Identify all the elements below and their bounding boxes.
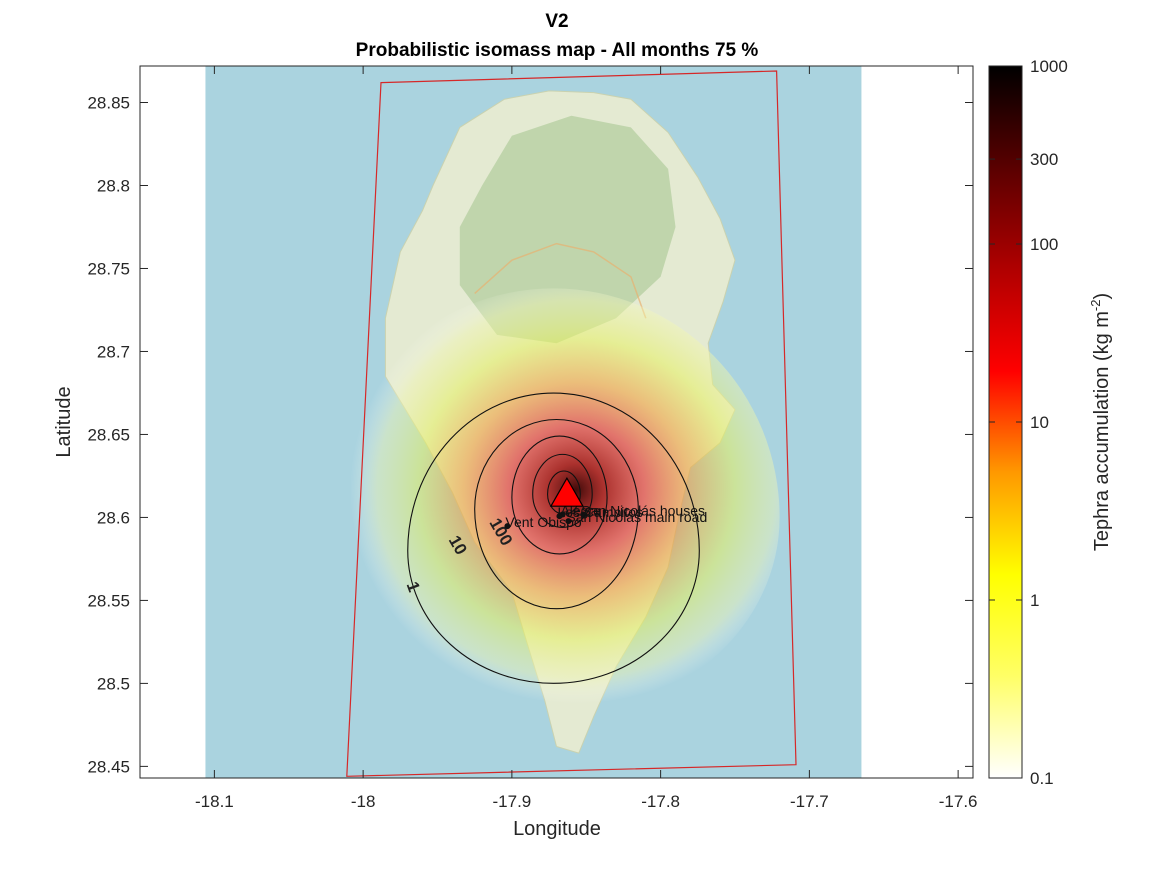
colorbar-label-superscript: -2 xyxy=(1088,300,1103,312)
contour-line-2 xyxy=(511,435,608,555)
y-tick-label-1: 28.5 xyxy=(97,674,130,693)
site-label-2: San Nicolás houses xyxy=(581,502,705,518)
x-tick-label-1: -18 xyxy=(351,792,376,811)
colorbar-tick-label-3: 100 xyxy=(1030,235,1058,254)
colorbar-tick-label-0: 0.1 xyxy=(1030,769,1054,788)
colorbar-label: Tephra accumulation (kg m-2) xyxy=(1088,293,1113,551)
contour-line-1 xyxy=(474,418,639,610)
y-tick-label-0: 28.45 xyxy=(87,757,130,776)
chart-title: V2 xyxy=(545,11,568,32)
y-tick-label-3: 28.6 xyxy=(97,508,130,527)
caldera-ridge xyxy=(474,242,647,319)
x-tick-label-3: -17.8 xyxy=(641,792,680,811)
y-axis-label: Latitude xyxy=(53,386,75,457)
isomass-contours: 110 100 xyxy=(403,392,700,684)
site-marker-1 xyxy=(556,513,563,520)
colorbar-tick-label-2: 10 xyxy=(1030,413,1049,432)
vent-marker[interactable] xyxy=(549,476,584,507)
site-marker-4 xyxy=(565,518,572,525)
x-tick-label-0: -18.1 xyxy=(195,792,234,811)
x-tick-label-2: -17.9 xyxy=(493,792,532,811)
x-axis-ticks: -18.1 -18 -17.9 -17.8 -17.7 -17.6 xyxy=(195,66,978,811)
y-tick-label-6: 28.75 xyxy=(87,259,130,278)
colorbar-tick-label-1: 1 xyxy=(1030,591,1039,610)
domain-outline xyxy=(346,70,797,777)
forest-area xyxy=(459,115,676,344)
colorbar-label-close: ) xyxy=(1091,293,1113,300)
colorbar-ticks: 0.1 1 10 100 300 1000 xyxy=(989,57,1068,788)
site-marker-3 xyxy=(504,523,511,530)
contour-line-4 xyxy=(547,470,581,515)
colorbar-tick-label-4: 300 xyxy=(1030,150,1058,169)
y-tick-label-8: 28.85 xyxy=(87,94,130,113)
site-label-1: Los Campitos xyxy=(557,504,643,520)
x-tick-label-5: -17.6 xyxy=(939,792,978,811)
chart-subtitle: Probabilistic isomass map - All months 7… xyxy=(356,40,759,61)
y-tick-label-5: 28.7 xyxy=(97,342,130,361)
y-tick-label-2: 28.55 xyxy=(87,591,130,610)
site-label-4: San Nicolás main road xyxy=(566,509,707,525)
y-tick-label-4: 28.65 xyxy=(87,425,130,444)
site-marker-2 xyxy=(580,511,587,518)
axes-frame xyxy=(139,65,974,779)
colorbar-label-text: Tephra accumulation (kg m xyxy=(1091,311,1113,551)
y-tick-label-7: 28.8 xyxy=(97,176,130,195)
contour-line-0 xyxy=(407,392,700,684)
x-tick-label-4: -17.7 xyxy=(790,792,829,811)
x-axis-label: Longitude xyxy=(513,818,601,840)
colorbar-tick-label-5: 1000 xyxy=(1030,57,1068,76)
y-axis-ticks: 28.45 28.5 28.55 28.6 28.65 28.7 28.75 28.8 28.8… xyxy=(87,94,973,776)
site-label-3: Vent Obispo xyxy=(505,514,581,530)
contour-line-3 xyxy=(532,453,593,528)
